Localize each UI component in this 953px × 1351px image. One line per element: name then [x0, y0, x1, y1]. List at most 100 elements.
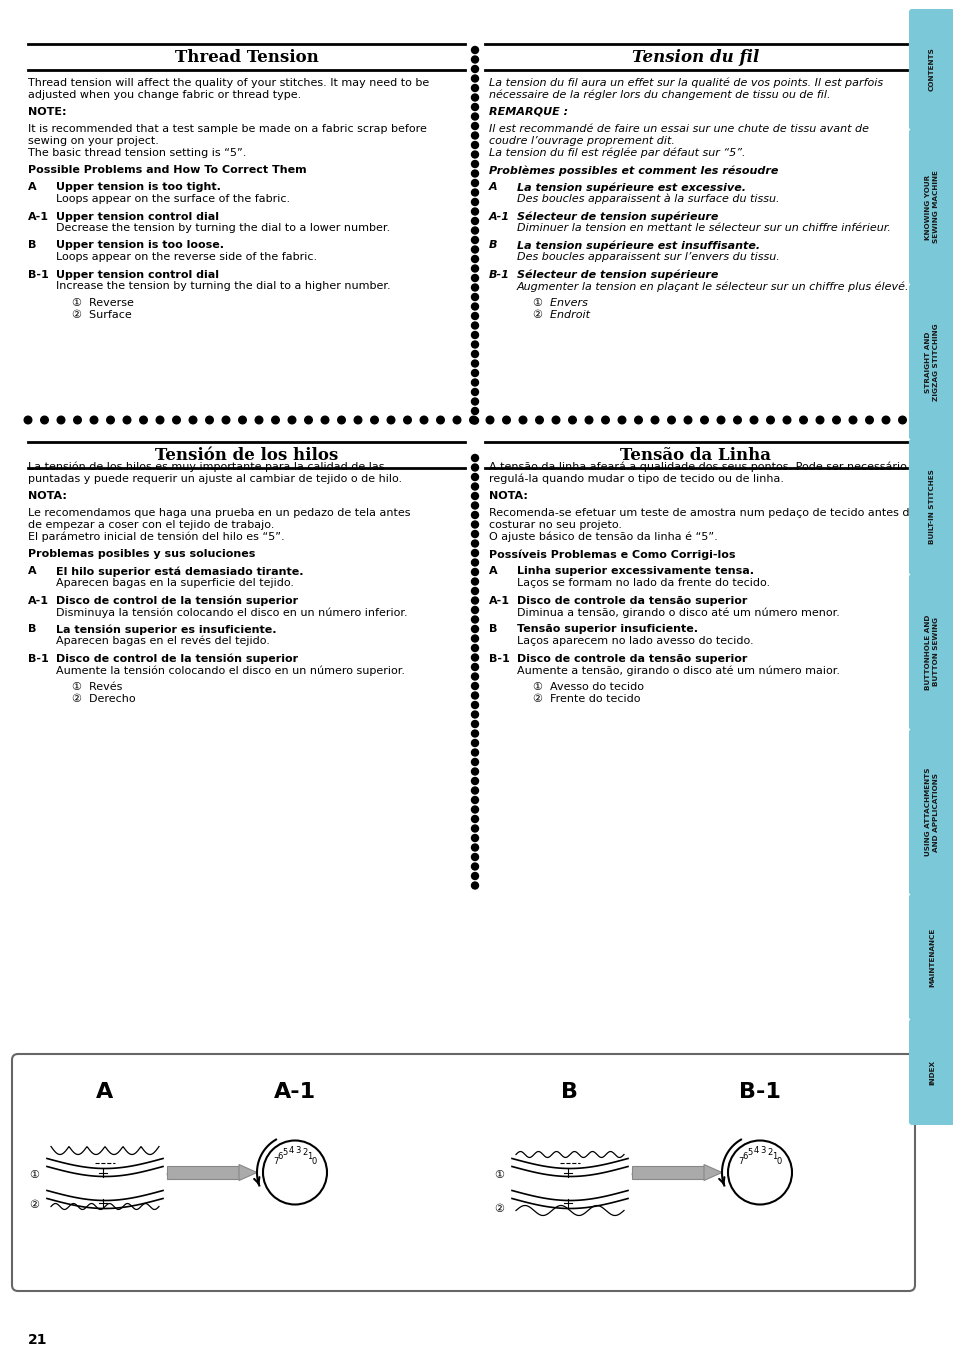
Text: MAINTENANCE: MAINTENANCE — [928, 927, 934, 986]
Text: 6: 6 — [277, 1152, 282, 1161]
Text: B-1: B-1 — [489, 654, 509, 663]
Circle shape — [471, 701, 478, 708]
Circle shape — [371, 416, 378, 424]
Circle shape — [471, 654, 478, 661]
Circle shape — [123, 416, 131, 424]
Circle shape — [471, 399, 478, 405]
Circle shape — [518, 416, 526, 424]
Circle shape — [471, 588, 478, 594]
Circle shape — [41, 416, 49, 424]
Text: A-1: A-1 — [28, 212, 49, 222]
Text: A-1: A-1 — [274, 1082, 315, 1102]
Text: Disco de controle da tensão superior: Disco de controle da tensão superior — [517, 596, 746, 605]
Text: ②: ② — [494, 1204, 503, 1213]
Circle shape — [419, 416, 427, 424]
Text: BUILT-IN STITCHES: BUILT-IN STITCHES — [928, 470, 934, 544]
Text: Problemas posibles y sus soluciones: Problemas posibles y sus soluciones — [28, 549, 255, 559]
Text: La tensión superior es insuficiente.: La tensión superior es insuficiente. — [56, 624, 276, 635]
Circle shape — [471, 123, 478, 130]
Circle shape — [471, 673, 478, 680]
Text: 1: 1 — [772, 1152, 777, 1161]
Circle shape — [471, 607, 478, 613]
Text: costurar no seu projeto.: costurar no seu projeto. — [489, 520, 621, 530]
Text: ①  Revés: ① Revés — [71, 682, 122, 693]
Circle shape — [453, 416, 460, 424]
Text: Upper tension is too loose.: Upper tension is too loose. — [56, 240, 224, 250]
Text: 7: 7 — [273, 1156, 278, 1166]
Circle shape — [91, 416, 98, 424]
Text: B: B — [561, 1082, 578, 1102]
Circle shape — [471, 85, 478, 92]
Circle shape — [206, 416, 213, 424]
Circle shape — [222, 416, 230, 424]
Text: Loops appear on the reverse side of the fabric.: Loops appear on the reverse side of the … — [56, 253, 316, 262]
Circle shape — [667, 416, 675, 424]
Circle shape — [471, 635, 478, 642]
Text: BUTTONHOLE AND
BUTTON SEWING: BUTTONHOLE AND BUTTON SEWING — [924, 615, 938, 690]
Circle shape — [471, 578, 478, 585]
Text: Possible Problems and How To Correct Them: Possible Problems and How To Correct The… — [28, 165, 306, 176]
Text: NOTA:: NOTA: — [489, 490, 527, 501]
Text: 7: 7 — [738, 1156, 742, 1166]
Text: El hilo superior está demasiado tirante.: El hilo superior está demasiado tirante. — [56, 566, 303, 577]
Bar — [167, 1166, 239, 1179]
Circle shape — [471, 825, 478, 832]
Circle shape — [471, 218, 478, 224]
Text: Il est recommandé de faire un essai sur une chute de tissu avant de: Il est recommandé de faire un essai sur … — [489, 124, 868, 135]
Circle shape — [471, 312, 478, 319]
Circle shape — [471, 208, 478, 215]
Circle shape — [700, 416, 707, 424]
Circle shape — [898, 416, 905, 424]
Circle shape — [471, 65, 478, 73]
Text: adjusted when you change fabric or thread type.: adjusted when you change fabric or threa… — [28, 89, 301, 100]
Circle shape — [471, 788, 478, 794]
Text: Diminuer la tension en mettant le sélecteur sur un chiffre inférieur.: Diminuer la tension en mettant le sélect… — [517, 223, 890, 232]
Text: REMARQUE :: REMARQUE : — [489, 107, 568, 118]
Circle shape — [471, 569, 478, 576]
Circle shape — [471, 370, 478, 377]
Text: 3: 3 — [295, 1146, 300, 1155]
Circle shape — [471, 473, 478, 481]
Circle shape — [471, 758, 478, 766]
Text: ①  Reverse: ① Reverse — [71, 299, 133, 308]
Circle shape — [471, 322, 478, 330]
Circle shape — [24, 416, 31, 424]
Circle shape — [272, 416, 279, 424]
Text: Des boucles apparaissent à la surface du tissu.: Des boucles apparaissent à la surface du… — [517, 195, 779, 204]
Circle shape — [471, 227, 478, 234]
Circle shape — [749, 416, 757, 424]
Circle shape — [469, 416, 476, 424]
Text: 0: 0 — [776, 1156, 781, 1166]
FancyBboxPatch shape — [908, 284, 953, 440]
Circle shape — [584, 416, 592, 424]
Circle shape — [436, 416, 444, 424]
Circle shape — [733, 416, 740, 424]
Text: ①: ① — [165, 1170, 174, 1181]
Circle shape — [471, 331, 478, 339]
Text: KNOWING YOUR
SEWING MACHINE: KNOWING YOUR SEWING MACHINE — [924, 170, 938, 243]
Circle shape — [471, 161, 478, 168]
Text: ①: ① — [29, 1170, 39, 1181]
Circle shape — [471, 854, 478, 861]
Circle shape — [471, 503, 478, 509]
Circle shape — [799, 416, 806, 424]
Text: ①: ① — [629, 1170, 639, 1181]
Circle shape — [471, 284, 478, 290]
Circle shape — [57, 416, 65, 424]
Text: Linha superior excessivamente tensa.: Linha superior excessivamente tensa. — [517, 566, 753, 577]
Circle shape — [471, 170, 478, 177]
Text: Le recomendamos que haga una prueba en un pedazo de tela antes: Le recomendamos que haga una prueba en u… — [28, 508, 410, 519]
Text: A: A — [489, 566, 497, 577]
Circle shape — [387, 416, 395, 424]
Text: A-1: A-1 — [28, 596, 49, 605]
Bar — [631, 1166, 703, 1179]
Text: Increase the tension by turning the dial to a higher number.: Increase the tension by turning the dial… — [56, 281, 390, 290]
Circle shape — [288, 416, 295, 424]
Text: Aumente la tensión colocando el disco en un número superior.: Aumente la tensión colocando el disco en… — [56, 665, 405, 676]
Circle shape — [471, 550, 478, 557]
Circle shape — [471, 682, 478, 689]
Text: 5: 5 — [747, 1148, 752, 1158]
Circle shape — [189, 416, 196, 424]
Circle shape — [471, 463, 478, 471]
Circle shape — [471, 359, 478, 367]
